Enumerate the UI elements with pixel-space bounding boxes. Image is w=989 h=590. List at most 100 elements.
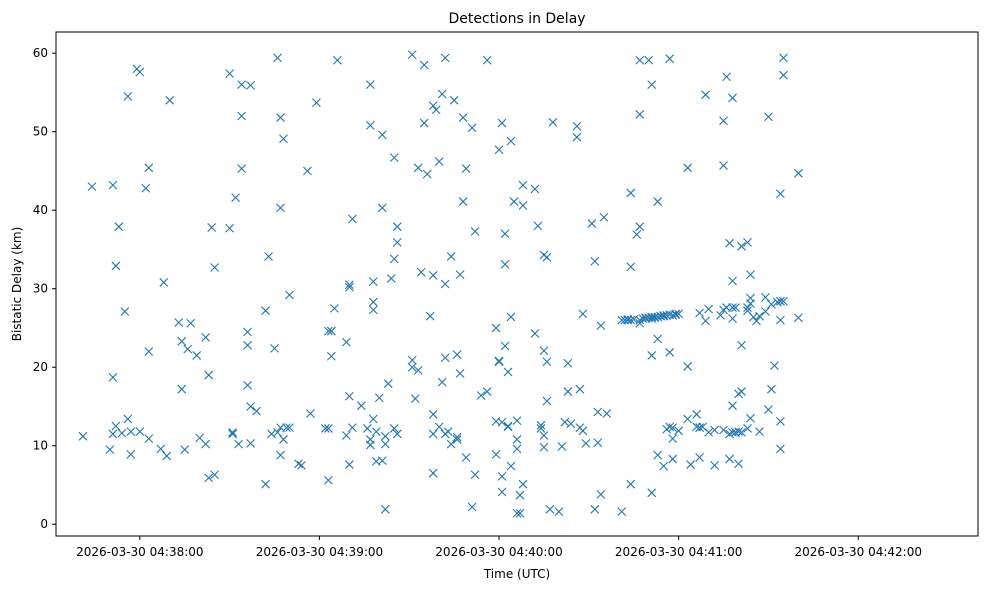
data-point — [767, 300, 776, 309]
data-point — [728, 93, 737, 103]
data-point — [497, 471, 507, 481]
data-point — [665, 54, 675, 64]
y-tick-label: 20 — [33, 360, 48, 374]
data-point — [261, 306, 270, 316]
data-point — [428, 409, 438, 419]
data-point — [282, 423, 291, 433]
data-point — [123, 414, 133, 424]
data-point — [518, 479, 528, 489]
data-point — [626, 188, 636, 198]
data-point — [443, 427, 453, 436]
data-point — [246, 80, 255, 90]
data-point — [237, 164, 246, 173]
data-point — [368, 277, 378, 287]
data-point — [644, 55, 654, 65]
data-point — [180, 445, 190, 455]
data-point — [177, 384, 187, 394]
data-point — [165, 95, 175, 105]
data-point — [596, 321, 606, 330]
data-point — [599, 212, 609, 222]
data-point — [683, 362, 693, 371]
data-point — [617, 507, 627, 517]
data-point — [416, 267, 426, 277]
data-point — [407, 362, 417, 372]
data-point — [237, 80, 246, 89]
data-point — [518, 201, 528, 210]
data-point — [734, 459, 743, 469]
data-point — [560, 417, 570, 427]
data-point — [458, 113, 468, 122]
data-point — [356, 401, 366, 411]
data-point — [276, 113, 285, 122]
data-point — [590, 504, 600, 514]
data-point — [440, 279, 450, 289]
data-point — [231, 193, 240, 203]
data-point — [452, 435, 462, 444]
data-point — [533, 221, 543, 231]
data-point — [755, 427, 764, 436]
data-point — [710, 425, 719, 435]
data-point — [719, 116, 728, 126]
data-point — [368, 305, 378, 315]
data-point — [635, 55, 645, 65]
data-point — [683, 414, 693, 424]
data-point — [536, 420, 546, 430]
data-point — [144, 434, 154, 444]
data-point — [428, 270, 438, 280]
data-point — [279, 134, 288, 144]
data-point — [419, 118, 429, 128]
data-point — [512, 444, 522, 454]
data-point — [593, 438, 603, 447]
data-point — [377, 130, 387, 140]
data-point — [503, 421, 513, 431]
data-point — [767, 384, 776, 394]
data-point — [446, 439, 456, 449]
data-point — [653, 197, 663, 206]
data-point — [770, 361, 779, 371]
data-point — [587, 219, 597, 228]
data-point — [590, 256, 600, 266]
data-point — [458, 197, 468, 206]
data-point — [575, 384, 585, 394]
data-point — [554, 507, 564, 517]
data-point — [324, 424, 333, 433]
data-point — [737, 427, 746, 437]
data-point — [650, 313, 660, 323]
data-point — [407, 355, 417, 365]
data-point — [392, 238, 402, 247]
data-point — [545, 504, 555, 514]
chart-title: Detections in Delay — [448, 11, 585, 27]
data-point — [725, 238, 734, 248]
data-point — [461, 453, 471, 462]
data-point — [764, 112, 773, 122]
y-tick-label: 10 — [33, 439, 48, 453]
data-point — [371, 427, 381, 436]
data-point — [716, 311, 725, 320]
data-point — [368, 297, 378, 307]
data-point — [731, 303, 740, 312]
data-point — [126, 427, 136, 436]
data-point — [437, 89, 447, 99]
data-point — [126, 449, 136, 459]
data-point — [407, 50, 417, 60]
data-point — [674, 426, 684, 436]
data-point — [518, 180, 528, 190]
data-point — [506, 136, 516, 146]
data-point — [515, 490, 525, 500]
data-point — [186, 318, 196, 328]
data-point — [581, 438, 591, 448]
data-point — [365, 440, 375, 450]
x-tick-label: 2026-03-30 04:42:00 — [795, 545, 922, 559]
data-point — [593, 407, 603, 417]
data-point — [755, 311, 764, 321]
data-point — [647, 488, 657, 498]
data-point — [285, 423, 294, 433]
data-point — [243, 327, 252, 337]
data-point — [512, 508, 522, 518]
data-point — [449, 95, 459, 105]
data-point — [252, 406, 261, 416]
data-point — [500, 341, 510, 351]
data-point — [141, 183, 151, 193]
